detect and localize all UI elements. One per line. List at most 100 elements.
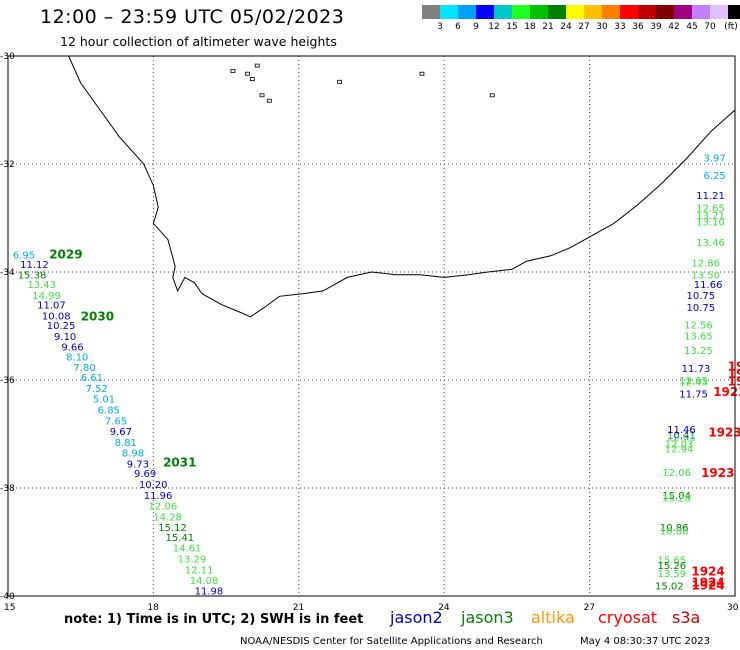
island-shape xyxy=(249,77,255,81)
legend-label: 36 xyxy=(632,22,644,32)
swh-label: 13.10 xyxy=(696,218,725,229)
swh-label: 12.03 xyxy=(665,440,694,451)
swh-label: 11.73 xyxy=(682,364,711,375)
swh-label: 12.65 xyxy=(696,204,725,215)
swh-label: 15.12 xyxy=(158,523,187,534)
coastline-path xyxy=(68,55,736,318)
swh-label: 9.67 xyxy=(110,427,132,438)
footer-time: May 4 08:30:37 UTC 2023 xyxy=(580,636,710,647)
pass-time-label: 192 xyxy=(728,359,740,373)
swh-label: 5.01 xyxy=(93,395,115,406)
legend-swatch xyxy=(656,5,674,19)
legend-label: 18 xyxy=(524,22,536,32)
swh-label: 9.69 xyxy=(134,469,156,480)
island-shape xyxy=(489,93,495,98)
swh-label: 13.25 xyxy=(684,346,713,357)
swh-label: 11.75 xyxy=(679,389,708,400)
legend-label: (ft) xyxy=(724,22,738,32)
swh-label: 15.28 xyxy=(662,494,691,505)
legend-swatch xyxy=(602,5,620,19)
swh-label: 10.86 xyxy=(660,523,689,534)
swh-label: 14.61 xyxy=(173,544,202,555)
legend-swatch xyxy=(530,5,548,19)
swh-label: 11.46 xyxy=(667,425,696,436)
swh-label: 12.01 xyxy=(667,432,696,443)
swh-label: 8.81 xyxy=(115,438,137,449)
swh-label: 11.21 xyxy=(696,191,725,202)
lon-tick-label: 21 xyxy=(293,603,304,613)
swh-label: 12.86 xyxy=(691,259,720,270)
axis-ticks: 15 18 21 24 27 30 -30 -32 -34 -36 -38 -40 xyxy=(0,52,739,613)
pass-time-label: 1923 xyxy=(708,426,740,440)
note-text: note: 1) Time is in UTC; 2) SWH is in fe… xyxy=(64,612,364,627)
swh-label: 10.20 xyxy=(139,480,168,491)
swh-label: 3.97 xyxy=(703,153,725,164)
swh-label: 13.29 xyxy=(178,555,207,566)
lat-tick-label: -34 xyxy=(0,268,15,278)
lat-tick-label: -32 xyxy=(0,160,15,170)
legend-swatch xyxy=(620,5,638,19)
satellite-name-jason2: jason2 xyxy=(390,608,443,627)
legend-label: 39 xyxy=(650,22,662,32)
lat-tick-label: -36 xyxy=(0,376,15,386)
legend-label: 70 xyxy=(704,22,716,32)
west-track: 6.9511.1215.3813.4314.9911.0710.0810.259… xyxy=(13,248,223,598)
swh-label: 15.26 xyxy=(657,561,686,572)
legend-swatch xyxy=(566,5,584,19)
legend-swatch xyxy=(584,5,602,19)
legend-swatch xyxy=(710,5,728,19)
legend-label: 42 xyxy=(668,22,680,32)
island-shape xyxy=(266,98,272,103)
map-frame xyxy=(7,55,736,597)
lat-tick-label: -30 xyxy=(0,52,15,62)
swh-label: 14.28 xyxy=(153,512,182,523)
legend-swatch xyxy=(422,5,440,19)
satellite-name-cryosat: cryosat xyxy=(598,608,658,627)
lon-tick-label: 24 xyxy=(438,603,450,613)
pass-time-label: 2031 xyxy=(163,455,196,469)
lon-tick-label: 15 xyxy=(4,603,15,613)
legend-label: 3 xyxy=(437,22,443,32)
swh-label: 8.98 xyxy=(122,449,144,460)
satellite-name-s3a: s3a xyxy=(672,608,701,627)
lat-tick-label: -38 xyxy=(0,484,15,494)
swh-label: 11.98 xyxy=(195,586,224,597)
swh-label: 10.25 xyxy=(47,321,76,332)
satellite-name-altika: altika xyxy=(531,608,575,627)
island-shape xyxy=(419,71,425,76)
lat-lon-grid xyxy=(8,56,735,596)
legend-swatch xyxy=(494,5,512,19)
pass-time-label: 2030 xyxy=(81,310,114,324)
legend-label: 9 xyxy=(473,22,479,32)
east-track: 3.976.2511.2112.6513.2113.1013.4612.8613… xyxy=(655,153,740,592)
pass-time-label: 192 xyxy=(728,367,740,381)
lon-tick-label: 18 xyxy=(147,603,159,613)
swh-label: 15.04 xyxy=(662,491,691,502)
swh-label: 14.08 xyxy=(190,576,219,587)
swh-label: 13.65 xyxy=(684,332,713,343)
swh-label: 9.10 xyxy=(54,332,76,343)
pass-time-label: 1923 xyxy=(701,466,734,480)
swh-label: 6.61 xyxy=(81,373,103,384)
footer-credit: NOAA/NESDIS Center for Satellite Applica… xyxy=(240,636,543,647)
legend-label: 15 xyxy=(506,22,518,32)
pass-time-label: 2029 xyxy=(49,248,82,262)
legend-label: 27 xyxy=(578,22,590,32)
lon-tick-label: 30 xyxy=(727,603,739,613)
swh-label: 12.65 xyxy=(679,376,708,387)
swh-label: 6.85 xyxy=(98,405,120,416)
legend-label: 24 xyxy=(560,22,572,32)
swh-label: 13.21 xyxy=(696,211,725,222)
swh-label: 6.25 xyxy=(703,171,725,182)
coastline xyxy=(68,55,736,318)
island-shape xyxy=(245,71,250,76)
legend-swatch xyxy=(458,5,476,19)
swh-label: 12.56 xyxy=(684,321,713,332)
swh-label: 13.46 xyxy=(696,238,725,249)
pass-time-label: 1923 xyxy=(713,385,740,399)
pass-time-label: 1924 xyxy=(691,564,724,578)
swh-label: 11.66 xyxy=(694,280,723,291)
swh-label: 12.06 xyxy=(149,502,178,513)
legend-swatch xyxy=(476,5,494,19)
